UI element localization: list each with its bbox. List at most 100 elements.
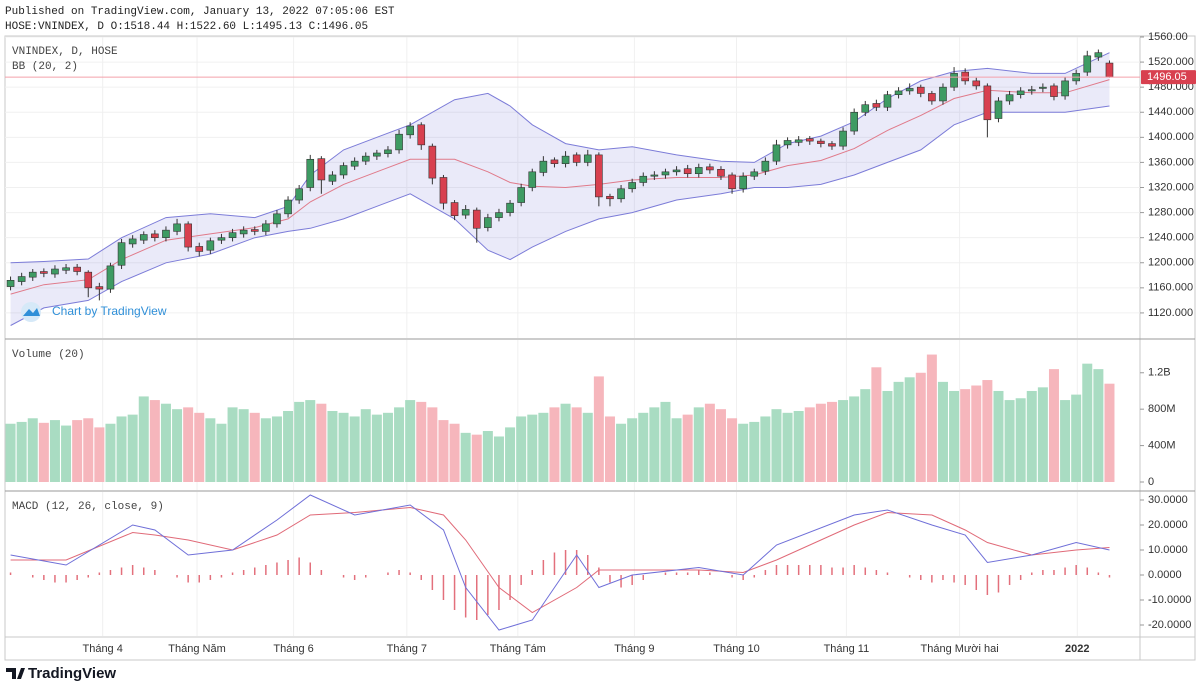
candle-body — [661, 171, 670, 176]
y-tick-label: 1400.000 — [1148, 131, 1194, 143]
volume-title: Volume (20) — [12, 349, 85, 361]
candle-body — [73, 266, 81, 272]
symbol-line: HOSE:VNINDEX, D O:1518.44 H:1522.60 L:14… — [5, 21, 368, 33]
volume-bar — [1037, 387, 1048, 482]
volume-bar — [516, 416, 527, 482]
indicator-title: BB (20, 2) — [12, 61, 78, 73]
macd-title: MACD (12, 26, close, 9) — [12, 501, 164, 513]
candle-body — [361, 155, 370, 162]
candle-body — [728, 174, 736, 190]
volume-bar — [560, 403, 571, 482]
watermark: Chart by TradingView — [21, 302, 167, 322]
bb-upper — [10, 52, 1110, 264]
candle-body — [983, 85, 992, 121]
volume-bar — [416, 401, 427, 482]
y-tick-label: 1560.00 — [1148, 31, 1188, 43]
volume-bar — [61, 425, 72, 482]
candle-body — [772, 144, 781, 162]
volume-bar — [316, 403, 327, 482]
candle-body — [406, 125, 414, 136]
last-price-box — [1141, 70, 1196, 85]
candle-body — [373, 152, 381, 157]
candle-body — [872, 103, 881, 108]
volume-bar — [471, 434, 482, 482]
volume-bar — [16, 421, 27, 482]
candle-body — [328, 174, 337, 182]
candle-body — [284, 199, 292, 215]
candle-body — [84, 271, 93, 289]
candle-body — [894, 90, 903, 95]
volume-bar — [1093, 369, 1104, 482]
volume-bar — [1082, 363, 1093, 482]
candle-body — [250, 229, 259, 232]
candle-body — [1083, 55, 1092, 73]
candle-body — [306, 158, 315, 188]
volume-bar — [1104, 383, 1115, 482]
candle-body — [1027, 89, 1036, 92]
y-tick-label: 1120.000 — [1148, 307, 1193, 319]
candle-body — [628, 182, 636, 190]
candle-body — [51, 268, 59, 275]
y-tick-label: 1160.000 — [1148, 282, 1193, 294]
volume-bar — [893, 381, 904, 482]
candle-body — [517, 187, 525, 203]
candle-body — [184, 223, 192, 248]
volume-bar — [649, 407, 660, 482]
volume-bar — [205, 418, 216, 482]
volume-bar — [671, 418, 682, 482]
watermark-text[interactable]: Chart by TradingView — [52, 304, 167, 318]
logo-text[interactable]: TradingView — [28, 665, 116, 682]
candle-body — [595, 154, 603, 198]
candle-body — [62, 267, 70, 271]
candle-body — [1105, 62, 1114, 78]
volume-bar — [593, 376, 604, 482]
volume-bar — [449, 423, 460, 482]
volume-bar — [682, 414, 693, 482]
volume-bar — [260, 418, 271, 482]
x-tick-label: Tháng 6 — [273, 643, 313, 655]
volume-bar — [582, 412, 593, 482]
candle-body — [317, 158, 326, 181]
footer-logo: TradingView — [6, 665, 116, 682]
y-tick-label: -20.0000 — [1148, 619, 1191, 631]
volume-bar — [271, 416, 282, 482]
candle-body — [417, 124, 426, 146]
volume-bar — [405, 400, 416, 482]
volume-bar — [704, 403, 715, 482]
candle-body — [828, 143, 836, 147]
volume-bar — [360, 409, 371, 482]
volume-bar — [715, 409, 726, 482]
volume-bar — [394, 407, 405, 482]
volume-bar — [760, 416, 771, 482]
watermark-icon-shape — [23, 308, 40, 316]
volume-bar — [382, 412, 393, 482]
y-tick-label: -10.0000 — [1148, 594, 1191, 606]
volume-bar — [815, 403, 826, 482]
volume-bar — [138, 396, 149, 482]
volume-bar — [327, 410, 338, 482]
volume-bar — [549, 407, 560, 482]
volume-bar — [27, 418, 38, 482]
volume-bar — [160, 403, 171, 482]
volume-bar — [915, 372, 926, 482]
candle-body — [672, 169, 681, 173]
volume-bar — [127, 414, 138, 482]
candle-body — [106, 265, 115, 290]
candle-body — [273, 213, 281, 225]
chart-frame — [4, 35, 1196, 661]
x-tick-label: Tháng 10 — [713, 643, 759, 655]
y-tick-label: 1440.000 — [1148, 106, 1194, 118]
candle-body — [650, 174, 659, 177]
volume-bar — [149, 400, 160, 482]
y-tick-label: 1280.000 — [1148, 206, 1194, 218]
y-tick-label: 800M — [1148, 403, 1176, 415]
y-tick-label: 20.0000 — [1148, 519, 1188, 531]
candle-body — [1016, 90, 1025, 95]
candle-body — [572, 154, 581, 163]
candle-body — [606, 195, 614, 200]
volume-bar — [616, 423, 627, 482]
candle-body — [583, 154, 592, 163]
candle-body — [450, 202, 459, 217]
candle-body — [384, 149, 392, 154]
volume-bar — [1026, 390, 1037, 482]
